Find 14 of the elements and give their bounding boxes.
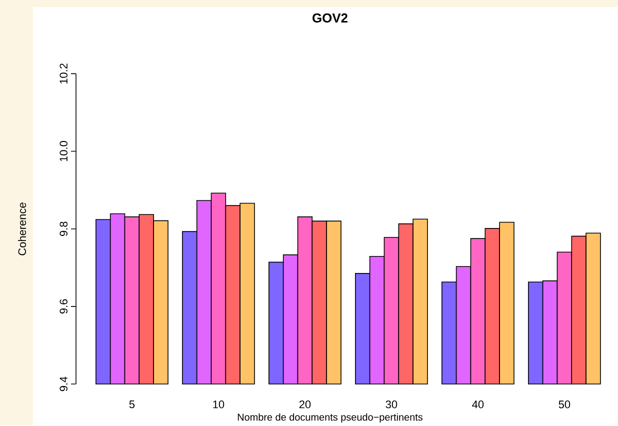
y-tick-label: 9.4 [60,376,68,392]
y-tick-label: 9.6 [60,299,68,314]
x-tick-label: 50 [558,400,570,408]
y-tick-label: 10.0 [60,141,68,162]
x-axis-title: Nombre de documents pseudo−pertinents [238,413,423,423]
x-tick-label: 10 [213,400,224,408]
chart-title: GOV2 [312,13,348,23]
x-tick-label: 30 [386,400,398,408]
x-tick-label: 40 [472,400,484,408]
x-tick-label: 5 [129,400,135,408]
y-axis-title: Coherence [18,202,26,256]
y-tick-label: 9.8 [60,222,68,236]
x-tick-label: 20 [299,400,311,408]
y-tick-label: 10.2 [60,64,68,84]
